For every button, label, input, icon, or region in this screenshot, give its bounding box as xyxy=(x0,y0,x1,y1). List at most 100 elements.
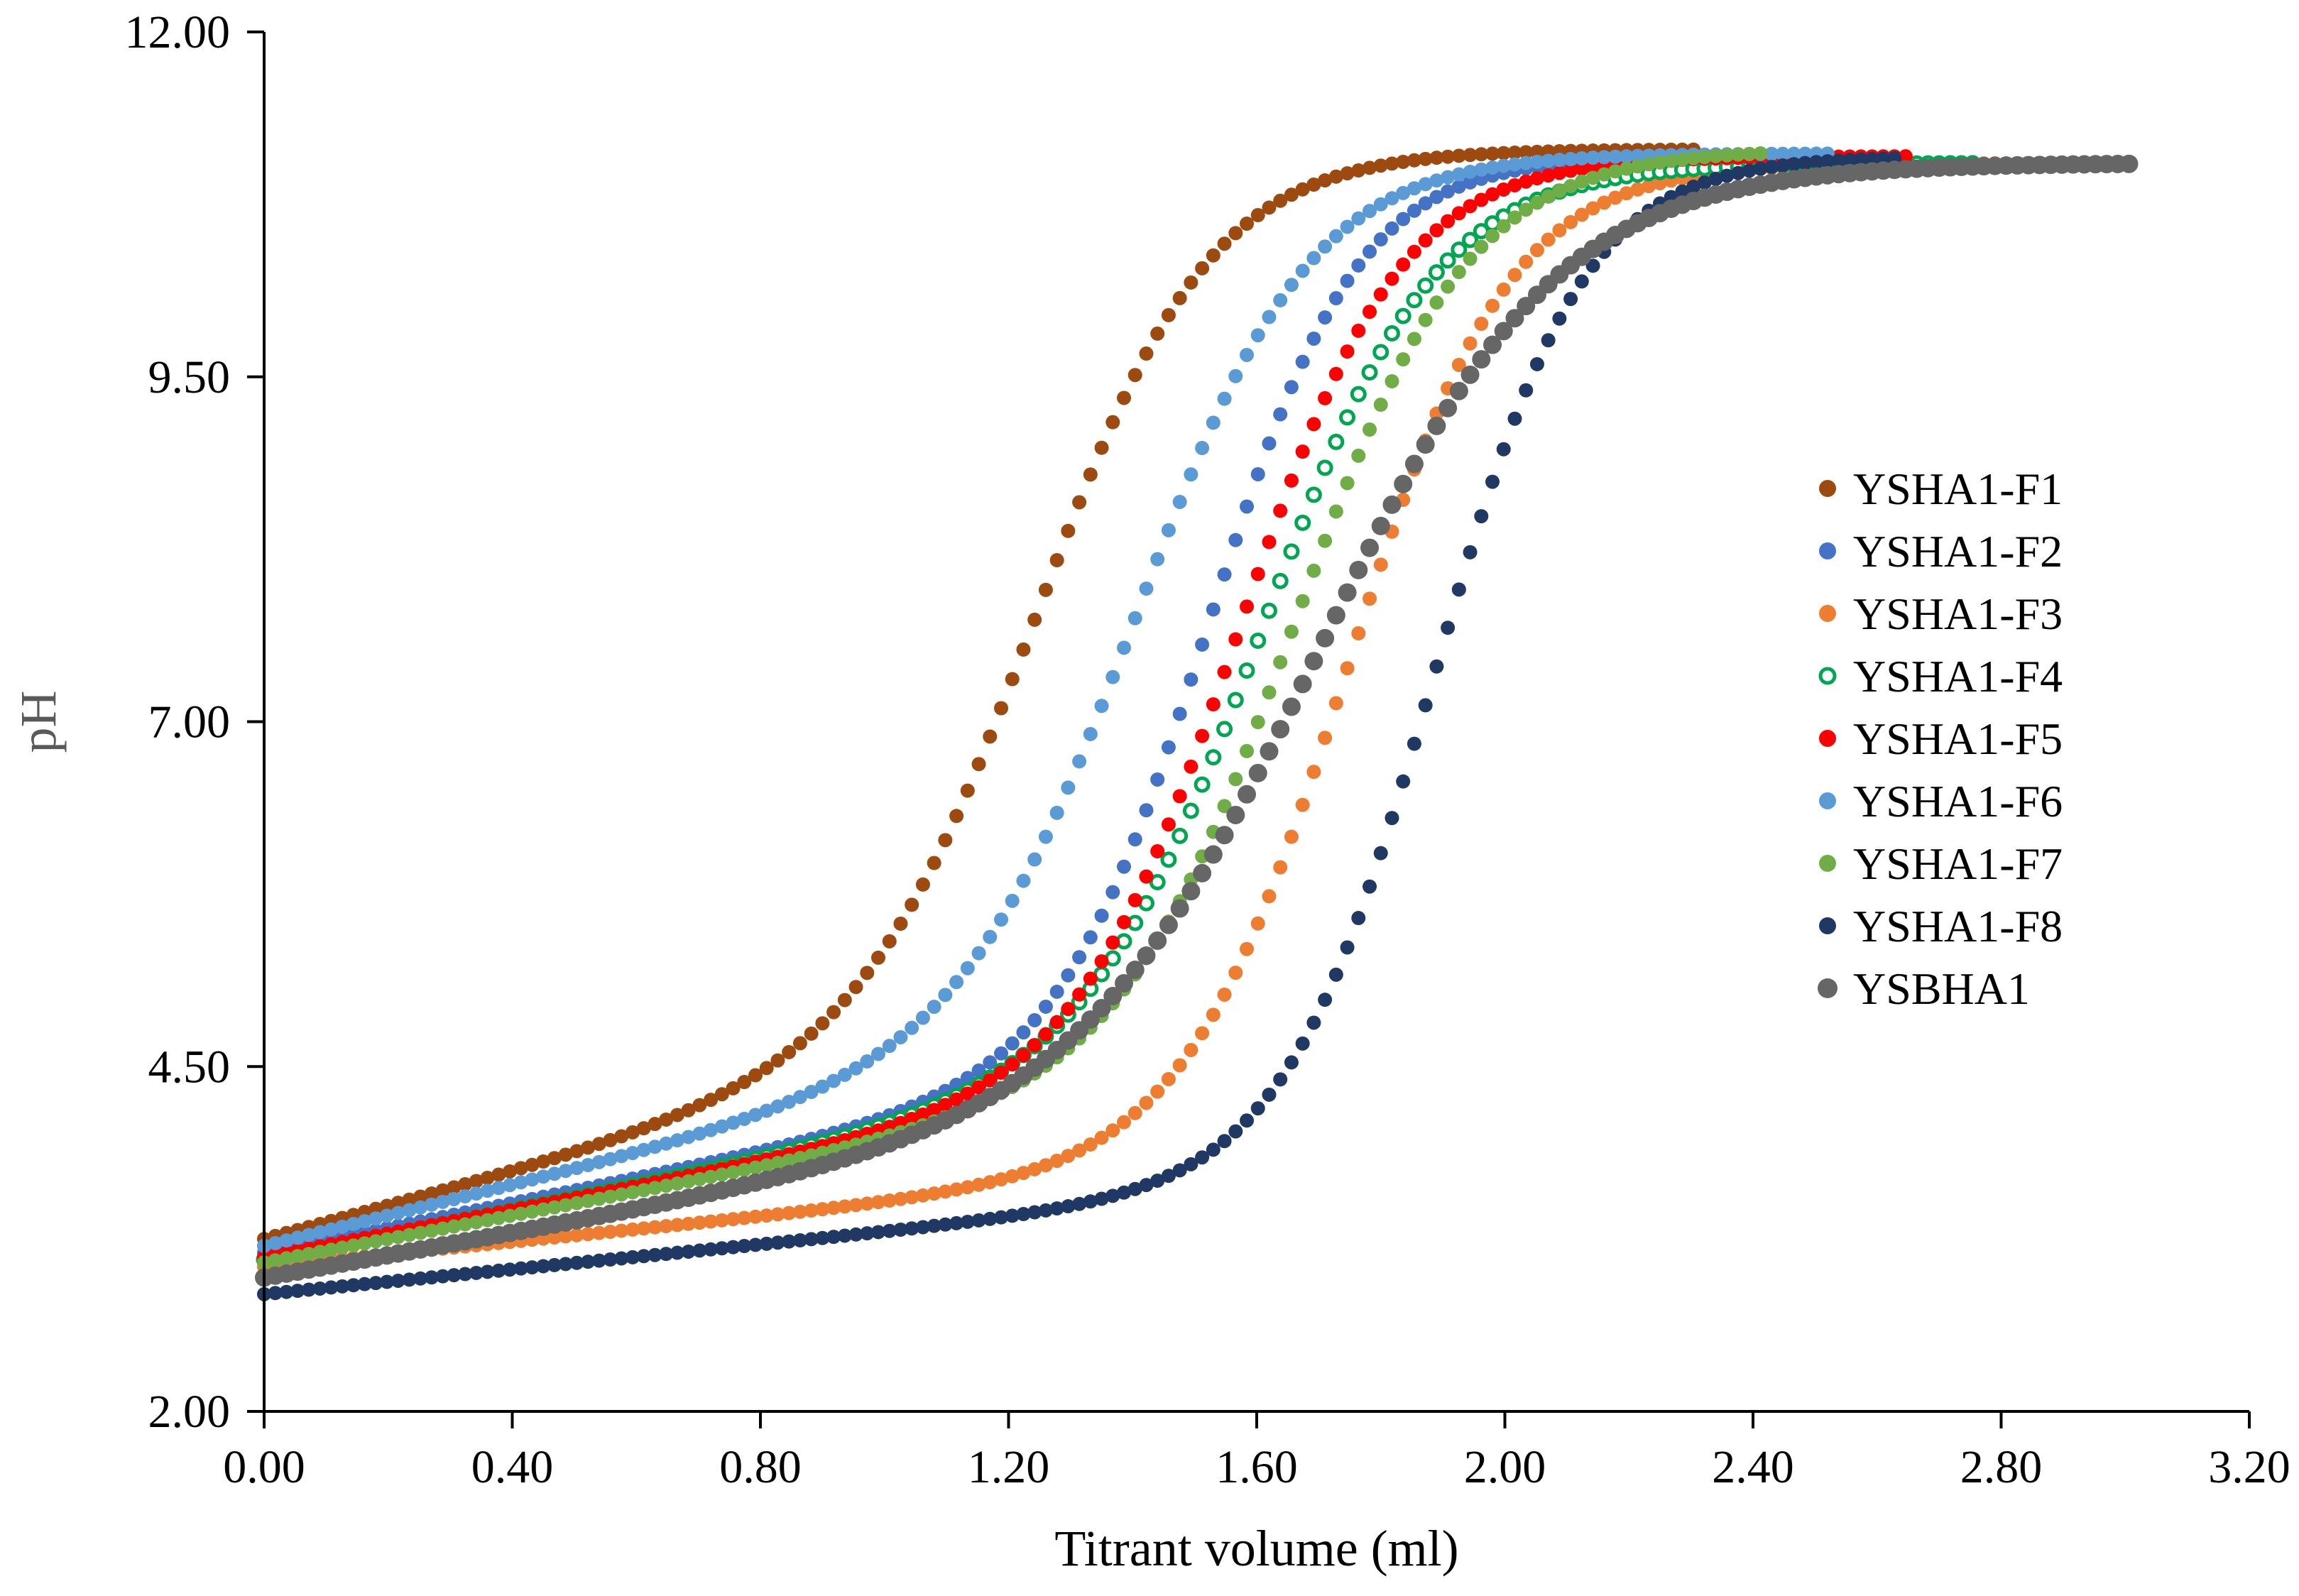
data-point xyxy=(614,1251,629,1266)
data-point xyxy=(1105,1188,1120,1203)
data-point xyxy=(1360,538,1380,557)
data-point xyxy=(380,1208,395,1223)
data-point xyxy=(949,1092,964,1107)
data-point xyxy=(1273,1072,1288,1087)
data-point xyxy=(1061,780,1076,795)
data-point xyxy=(1005,1057,1020,1072)
data-point xyxy=(837,1228,852,1243)
data-point xyxy=(1038,1203,1053,1218)
data-point xyxy=(1418,177,1433,192)
data-point xyxy=(346,1238,361,1253)
data-point xyxy=(893,1029,908,1044)
data-point xyxy=(1049,1015,1064,1029)
data-point xyxy=(1731,165,1746,180)
series-YSHA1-F8 xyxy=(257,151,1902,1301)
data-point xyxy=(915,1220,930,1235)
data-point xyxy=(581,1193,596,1208)
legend-label: YSBHA1 xyxy=(1853,963,2030,1014)
data-point xyxy=(905,1020,919,1035)
data-point xyxy=(1139,346,1154,361)
data-point xyxy=(1038,582,1053,597)
data-point xyxy=(1172,706,1187,721)
data-point xyxy=(983,929,998,944)
data-point xyxy=(1529,154,1544,169)
data-point xyxy=(1373,158,1388,173)
data-point xyxy=(581,1140,596,1155)
data-point xyxy=(1753,161,1768,176)
data-point xyxy=(1206,697,1221,712)
data-point xyxy=(1228,772,1243,787)
data-point xyxy=(1284,380,1299,395)
data-point xyxy=(804,1232,819,1247)
data-point xyxy=(1117,390,1132,405)
data-point xyxy=(1519,174,1534,189)
data-point xyxy=(1038,999,1053,1014)
data-point xyxy=(1240,1113,1255,1128)
data-point xyxy=(670,1176,684,1191)
data-point xyxy=(1385,811,1399,826)
data-point xyxy=(1675,152,1690,167)
data-point xyxy=(1205,749,1222,766)
data-point xyxy=(1061,968,1076,983)
data-point xyxy=(1038,829,1053,844)
data-point xyxy=(1262,200,1277,215)
data-point xyxy=(636,1121,651,1136)
data-point xyxy=(1686,179,1701,194)
legend-label: YSHA1-F8 xyxy=(1853,901,2063,951)
data-point xyxy=(1496,282,1511,297)
data-point xyxy=(547,1200,562,1215)
data-point xyxy=(1507,411,1522,426)
data-point xyxy=(1240,599,1255,614)
data-point xyxy=(1072,950,1087,965)
data-point xyxy=(1306,765,1321,780)
data-point xyxy=(1240,499,1255,514)
data-point xyxy=(949,975,964,990)
data-point xyxy=(748,1068,763,1083)
data-point xyxy=(1240,941,1255,956)
data-point xyxy=(1195,1026,1210,1041)
data-point xyxy=(413,1225,428,1240)
data-point xyxy=(480,1264,495,1279)
data-point xyxy=(1083,971,1098,986)
data-point xyxy=(938,1217,953,1232)
data-point xyxy=(860,1054,875,1069)
data-point xyxy=(1105,669,1120,684)
data-point xyxy=(1227,692,1244,709)
data-point xyxy=(1262,535,1277,550)
data-point xyxy=(1250,328,1265,343)
data-point xyxy=(1306,251,1321,266)
data-point xyxy=(1282,697,1301,716)
data-point xyxy=(1529,144,1544,159)
data-point xyxy=(1517,297,1536,316)
data-point xyxy=(1373,287,1388,302)
data-point xyxy=(1172,494,1187,509)
legend-item: YSBHA1 xyxy=(1818,963,2030,1014)
data-point xyxy=(714,1213,729,1228)
data-point xyxy=(357,1277,372,1291)
data-point xyxy=(1831,153,1846,168)
data-point xyxy=(1474,192,1489,207)
data-point xyxy=(1519,202,1534,217)
data-point xyxy=(1228,532,1243,547)
data-point xyxy=(413,1271,428,1286)
data-point xyxy=(626,1250,640,1264)
data-point xyxy=(1160,851,1177,868)
data-point xyxy=(1463,175,1478,190)
data-point xyxy=(770,1235,785,1250)
data-point xyxy=(1206,602,1221,617)
data-point xyxy=(458,1267,473,1281)
legend-marker xyxy=(1819,917,1836,934)
data-point xyxy=(614,1149,629,1164)
data-point xyxy=(1373,197,1388,212)
data-point xyxy=(1195,261,1210,275)
data-point xyxy=(905,897,919,912)
data-point xyxy=(1494,322,1513,341)
data-point xyxy=(1318,390,1333,405)
data-point xyxy=(882,934,897,949)
data-point xyxy=(1083,467,1098,482)
data-point xyxy=(1361,364,1378,381)
data-point xyxy=(1429,173,1444,188)
data-point xyxy=(1574,151,1589,166)
data-point xyxy=(1429,190,1444,204)
